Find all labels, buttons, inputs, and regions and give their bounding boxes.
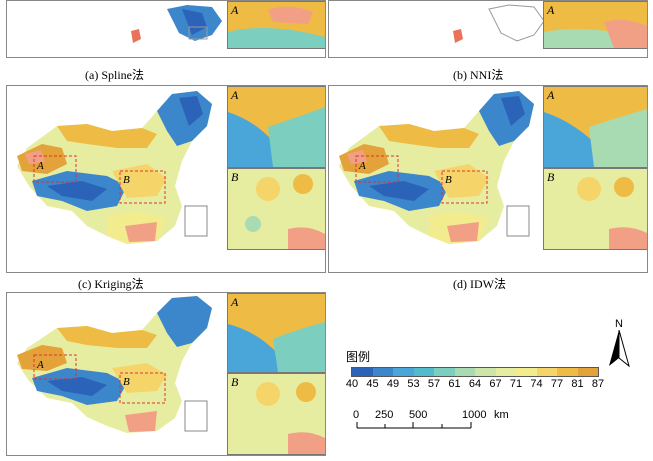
inset-label-b: B [231,170,239,184]
legend-tick-label: 71 [509,378,523,390]
legend-swatch [352,368,373,376]
legend-tick-label: 40 [345,378,359,390]
legend-swatch [454,368,475,376]
panel-kriging: A B A B [6,85,326,273]
svg-text:A: A [358,160,366,172]
idw-map: A B [339,91,534,244]
legend-swatch [475,368,496,376]
legend-color-bar [351,367,599,377]
caption-c: (c) Kriging法 [78,277,144,291]
panel-nni: A [328,0,648,58]
legend-swatch [434,368,455,376]
inset-b-kriging: B [227,168,325,250]
svg-text:B: B [123,174,130,186]
legend-swatch [577,368,598,376]
scale-tick-250: 250 [375,409,394,421]
spline-map [131,5,222,43]
inset-label-a: A [547,3,555,17]
fifth-map: A B [17,296,212,433]
legend-swatch [516,368,537,376]
inset-label-a: A [231,88,239,102]
legend-tick-label: 77 [550,378,564,390]
legend-swatch [536,368,557,376]
legend-swatch [495,368,516,376]
svg-text:A: A [36,359,44,371]
inset-a-kriging: A [227,86,325,168]
panel-spline: A [6,0,326,58]
legend-tick-label: 87 [591,378,605,390]
legend-tick-label: 57 [427,378,441,390]
inset-label-a: A [231,3,239,17]
inset-label-b: B [547,170,555,184]
legend-tick-label: 81 [571,378,584,390]
legend-tick-label: 45 [366,378,379,390]
inset-a-nni: A [543,1,647,49]
scale-tick-500: 500 [409,409,428,421]
inset-a-idw: A [543,86,647,168]
inset-a-spline: A [227,1,325,49]
north-arrow-icon: N [605,318,633,368]
legend-swatch [413,368,434,376]
legend-tick-label: 61 [448,378,461,390]
inset-label-a: A [547,88,555,102]
legend-swatch [372,368,393,376]
scale-bar [356,422,472,429]
caption-d: (d) IDW法 [453,277,506,291]
legend-tick-label: 53 [407,378,420,390]
caption-a: (a) Spline法 [85,68,144,82]
legend-tick-label: 49 [386,378,400,390]
inset-label-b: B [231,375,239,389]
caption-b: (b) NNI法 [453,68,504,82]
north-label: N [615,318,623,330]
nni-map [453,4,545,43]
legend-tick-label: 74 [530,378,543,390]
legend-swatch [557,368,578,376]
inset-b-e: B [227,373,325,455]
scale-tick-0: 0 [353,409,360,421]
scale-tick-1000: 1000 [462,409,487,421]
kriging-map: A B [17,91,212,244]
svg-text:B: B [123,376,130,388]
legend-tick-label: 64 [468,378,482,390]
scale-unit: km [494,409,509,421]
inset-label-a: A [231,295,239,309]
panel-e: A B A B [6,292,326,456]
inset-a-e: A [227,293,325,373]
legend-title: 图例 [346,350,371,364]
legend-swatch [393,368,414,376]
panel-idw: A B A B [328,85,648,273]
svg-text:B: B [445,174,452,186]
inset-b-idw: B [543,168,647,250]
svg-text:A: A [36,160,44,172]
legend-tick-label: 67 [489,378,502,390]
